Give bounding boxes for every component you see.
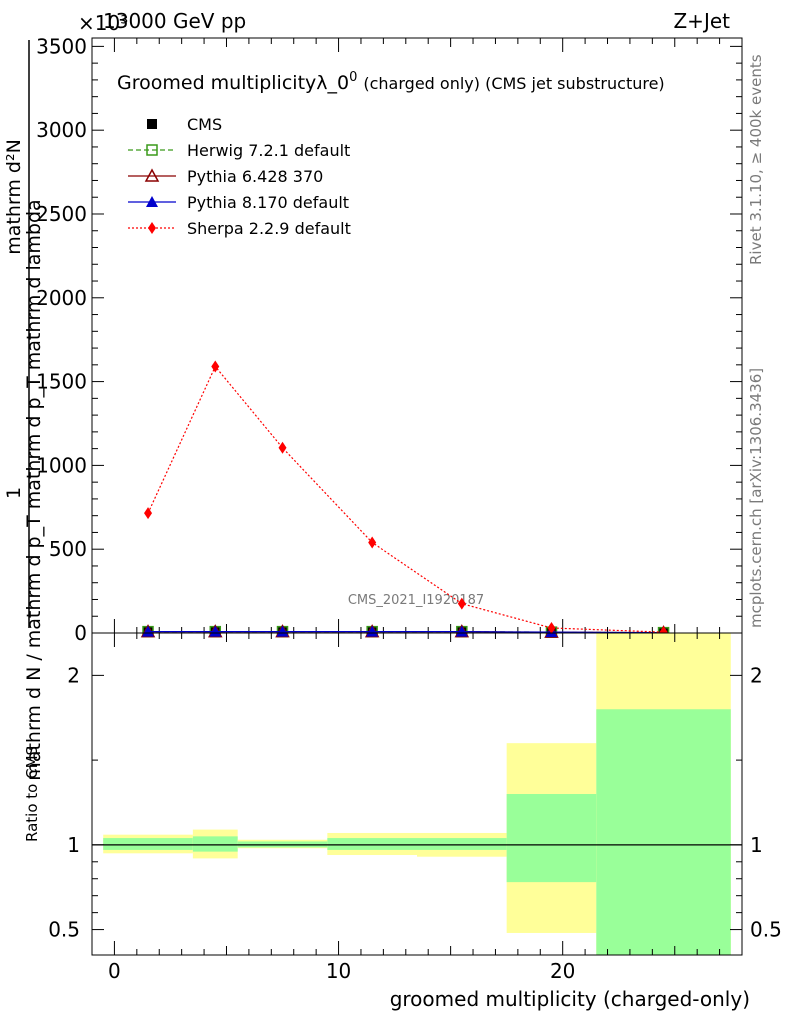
ratio-band-inner: [192, 836, 238, 852]
ratio-panel: 0.5 0.5 1 1 2 2 0 10 20 Ratio to CMS groomed mu…: [23, 632, 782, 1011]
legend-label: CMS: [187, 115, 222, 134]
legend-marker: [146, 196, 158, 207]
main-series: [140, 360, 671, 639]
y-multiplier: ×10³: [78, 11, 128, 35]
data-point: [455, 625, 468, 637]
main-panel: 0 500 1000 1500 2000 2500 3000 3500 CMS_2021_I1…: [36, 34, 743, 645]
plot-title-main: Groomed multiplicityλ_0: [117, 72, 349, 94]
ratio-xtick-label: 20: [550, 959, 575, 983]
plot-title: Groomed multiplicityλ_00 (charged only) (…: [117, 70, 665, 94]
data-point: [278, 441, 287, 454]
ratio-ytick-label: 0.5: [48, 918, 80, 942]
legend-entry: Sherpa 2.2.9 default: [128, 219, 351, 238]
ratio-ylabel: Ratio to CMS: [23, 746, 41, 842]
ratio-bands: [103, 633, 731, 955]
main-ytick-label: 1000: [36, 453, 87, 477]
ratio-ytick-label-right: 1: [750, 833, 763, 857]
ratio-band-inner: [417, 838, 507, 850]
data-point: [209, 625, 222, 637]
watermark: CMS_2021_I1920187: [348, 593, 484, 608]
ratio-y-ticks: 0.5 0.5 1 1 2 2: [48, 663, 782, 941]
mcplots-label: mcplots.cern.ch [arXiv:1306.3436]: [747, 368, 765, 628]
data-point: [366, 625, 379, 637]
ratio-ytick-label: 1: [67, 833, 80, 857]
x-axis-label: groomed multiplicity (charged-only): [390, 987, 750, 1011]
legend-label: Pythia 8.170 default: [187, 193, 349, 212]
data-point: [142, 625, 155, 637]
main-ytick-label: 3000: [36, 118, 87, 142]
plot-title-superscript: 0: [349, 70, 357, 85]
main-y-ticks: 0 500 1000 1500 2000 2500 3000 3500: [36, 34, 742, 645]
ylabel-one: 1: [3, 487, 25, 499]
data-point: [457, 597, 466, 610]
main-ytick-label: 0: [74, 621, 87, 645]
legend-entry: CMS: [147, 115, 222, 134]
ratio-band-inner: [327, 838, 417, 850]
data-point: [144, 507, 153, 520]
ratio-x-ticks: 0 10 20: [91, 633, 743, 983]
data-point: [211, 360, 220, 373]
rivet-label: Rivet 3.1.10, ≥ 400k events: [747, 54, 765, 265]
series-4: [144, 360, 668, 639]
ratio-xtick-label: 0: [108, 959, 121, 983]
ratio-xtick-label: 10: [326, 959, 351, 983]
main-ytick-label: 1500: [36, 370, 87, 394]
ratio-frame: [91, 632, 743, 956]
ratio-band-inner: [103, 838, 193, 850]
main-ytick-label: 3500: [36, 34, 87, 58]
data-point: [368, 536, 377, 549]
main-ytick-label: 500: [49, 537, 87, 561]
legend: CMS Herwig 7.2.1 default Pythia 6.428 370 P…: [128, 115, 351, 238]
ratio-ytick-label: 2: [67, 663, 80, 687]
legend-label: Pythia 6.428 370: [187, 167, 323, 186]
legend-entry: Herwig 7.2.1 default: [128, 141, 350, 160]
legend-label: Herwig 7.2.1 default: [187, 141, 350, 160]
ratio-band-inner: [506, 794, 597, 883]
ratio-ytick-label-right: 0.5: [750, 918, 782, 942]
legend-entry: Pythia 8.170 default: [128, 193, 349, 212]
legend-marker: [146, 144, 158, 156]
legend-marker: [147, 119, 157, 129]
ratio-band-inner: [596, 709, 731, 955]
main-ytick-label: 2500: [36, 202, 87, 226]
main-ytick-label: 2000: [36, 286, 87, 310]
plot-title-suffix: (charged only) (CMS jet substructure): [363, 74, 664, 93]
header-left: 13000 GeV pp: [103, 9, 246, 33]
data-point: [276, 625, 289, 637]
ylabel-numerator: mathrm d²N: [3, 139, 25, 255]
ratio-ytick-label-right: 2: [750, 663, 763, 687]
legend-label: Sherpa 2.2.9 default: [187, 219, 351, 238]
header-right: Z+Jet: [673, 9, 730, 33]
data-point: [547, 621, 556, 634]
main-ylabel: 1 mathrm d N / mathrm d p_T mathrm d p_T…: [3, 40, 45, 781]
legend-marker: [144, 168, 160, 182]
legend-entry: Pythia 6.428 370: [128, 167, 323, 186]
legend-marker: [148, 222, 156, 234]
